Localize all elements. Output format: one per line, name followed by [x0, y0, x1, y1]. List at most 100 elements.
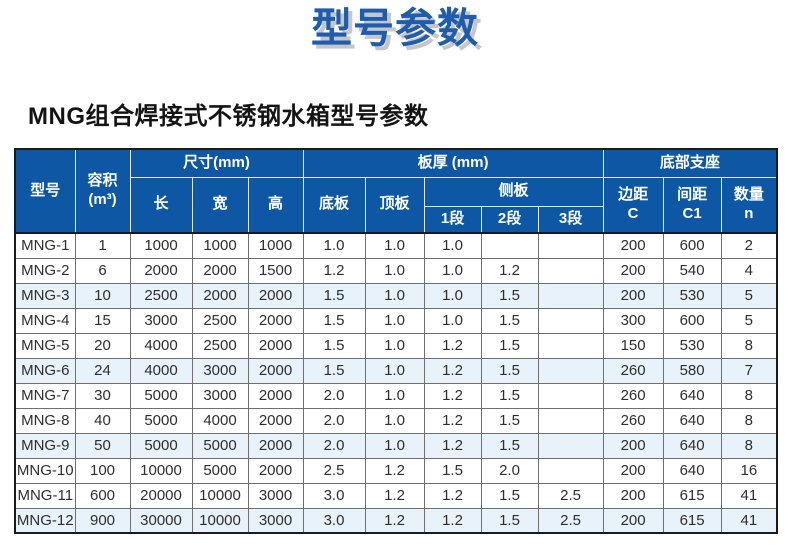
cell-seg1: 1.0	[423, 307, 482, 334]
cell-volume: 600	[74, 482, 131, 509]
cell-height: 2000	[247, 382, 304, 409]
cell-width: 3000	[191, 382, 249, 409]
cell-width: 3000	[191, 357, 249, 384]
cell-volume: 24	[74, 357, 131, 384]
cell-seg2: 1.2	[480, 257, 539, 284]
table-row: MNG-1 1 1000 1000 1000 1.0 1.0 1.0 200 6…	[14, 232, 778, 259]
table-row: MNG-10 100 10000 5000 2000 2.5 1.2 1.5 2…	[14, 457, 778, 484]
header-bottom-plate: 底板	[302, 176, 366, 234]
cell-seg1: 1.2	[423, 407, 482, 434]
cell-top-plate: 1.0	[364, 432, 425, 459]
cell-bottom-plate: 2.0	[302, 382, 366, 409]
cell-model: MNG-9	[14, 432, 76, 459]
cell-seg3	[537, 432, 604, 459]
cell-seg1: 1.2	[423, 357, 482, 384]
cell-spacing: 640	[662, 382, 722, 409]
cell-quantity: 8	[720, 382, 778, 409]
header-length: 长	[129, 176, 193, 234]
cell-seg3	[537, 232, 604, 259]
cell-bottom-plate: 3.0	[302, 507, 366, 534]
header-size-group: 尺寸(mm)	[129, 148, 304, 178]
cell-bottom-plate: 1.5	[302, 307, 366, 334]
cell-top-plate: 1.0	[364, 257, 425, 284]
cell-seg2: 1.5	[480, 382, 539, 409]
cell-width: 2500	[191, 307, 249, 334]
cell-model: MNG-4	[14, 307, 76, 334]
cell-spacing: 615	[662, 507, 722, 534]
cell-volume: 900	[74, 507, 131, 534]
cell-seg2: 1.5	[480, 282, 539, 309]
cell-width: 4000	[191, 407, 249, 434]
cell-seg1: 1.2	[423, 432, 482, 459]
cell-model: MNG-10	[14, 457, 76, 484]
cell-seg2: 1.5	[480, 432, 539, 459]
table-row: MNG-11 600 20000 10000 3000 3.0 1.2 1.2 …	[14, 482, 778, 509]
cell-bottom-plate: 3.0	[302, 482, 366, 509]
cell-height: 2000	[247, 307, 304, 334]
cell-length: 30000	[129, 507, 193, 534]
cell-seg1: 1.0	[423, 257, 482, 284]
cell-width: 10000	[191, 507, 249, 534]
cell-bottom-plate: 1.5	[302, 332, 366, 359]
cell-edge-distance: 200	[602, 507, 664, 534]
cell-edge-distance: 200	[602, 282, 664, 309]
cell-edge-distance: 260	[602, 382, 664, 409]
cell-height: 1500	[247, 257, 304, 284]
cell-length: 4000	[129, 332, 193, 359]
cell-length: 10000	[129, 457, 193, 484]
cell-model: MNG-11	[14, 482, 76, 509]
cell-volume: 10	[74, 282, 131, 309]
table-row: MNG-5 20 4000 2500 2000 1.5 1.0 1.2 1.5 …	[14, 332, 778, 359]
cell-edge-distance: 200	[602, 432, 664, 459]
cell-spacing: 530	[662, 282, 722, 309]
page-title-wrap: 型号参数	[0, 4, 790, 53]
cell-spacing: 600	[662, 232, 722, 259]
cell-length: 20000	[129, 482, 193, 509]
cell-seg2: 2.0	[480, 457, 539, 484]
cell-length: 2000	[129, 257, 193, 284]
cell-height: 2000	[247, 457, 304, 484]
cell-seg3	[537, 282, 604, 309]
cell-spacing: 580	[662, 357, 722, 384]
header-seg1: 1段	[423, 205, 482, 234]
cell-quantity: 8	[720, 432, 778, 459]
cell-seg3	[537, 357, 604, 384]
cell-seg3	[537, 332, 604, 359]
cell-seg3: 2.5	[537, 507, 604, 534]
cell-model: MNG-6	[14, 357, 76, 384]
cell-bottom-plate: 2.0	[302, 407, 366, 434]
table-row: MNG-8 40 5000 4000 2000 2.0 1.0 1.2 1.5 …	[14, 407, 778, 434]
cell-bottom-plate: 1.2	[302, 257, 366, 284]
cell-seg2: 1.5	[480, 307, 539, 334]
cell-top-plate: 1.2	[364, 457, 425, 484]
cell-seg2: 1.5	[480, 407, 539, 434]
cell-width: 2000	[191, 282, 249, 309]
table-row: MNG-4 15 3000 2500 2000 1.5 1.0 1.0 1.5 …	[14, 307, 778, 334]
cell-spacing: 640	[662, 457, 722, 484]
cell-edge-distance: 200	[602, 257, 664, 284]
cell-top-plate: 1.0	[364, 357, 425, 384]
cell-volume: 100	[74, 457, 131, 484]
header-quantity: 数量 n	[720, 176, 778, 234]
header-seg2: 2段	[480, 205, 539, 234]
cell-edge-distance: 200	[602, 457, 664, 484]
cell-quantity: 16	[720, 457, 778, 484]
cell-height: 3000	[247, 507, 304, 534]
cell-top-plate: 1.0	[364, 232, 425, 259]
cell-top-plate: 1.0	[364, 407, 425, 434]
cell-seg1: 1.2	[423, 332, 482, 359]
section-subtitle: MNG组合焊接式不锈钢水箱型号参数	[28, 103, 429, 130]
cell-height: 2000	[247, 332, 304, 359]
cell-seg1: 1.0	[423, 232, 482, 259]
cell-bottom-plate: 2.0	[302, 432, 366, 459]
cell-volume: 6	[74, 257, 131, 284]
cell-top-plate: 1.2	[364, 507, 425, 534]
cell-width: 10000	[191, 482, 249, 509]
cell-length: 4000	[129, 357, 193, 384]
cell-edge-distance: 260	[602, 407, 664, 434]
cell-height: 2000	[247, 357, 304, 384]
cell-height: 2000	[247, 407, 304, 434]
cell-length: 5000	[129, 407, 193, 434]
table-row: MNG-2 6 2000 2000 1500 1.2 1.0 1.0 1.2 2…	[14, 257, 778, 284]
cell-seg3	[537, 382, 604, 409]
